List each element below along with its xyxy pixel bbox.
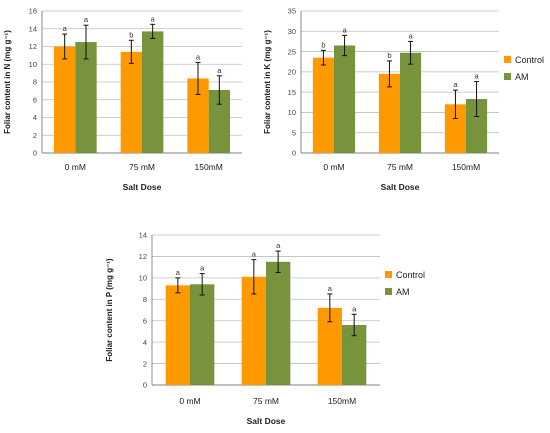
chart-k-category-label: 75 mM [387, 162, 413, 172]
chart-p-bar-am [190, 284, 215, 385]
chart-k-legend-label-control: Control [515, 55, 544, 65]
chart-k-significance-letter: b [321, 40, 325, 49]
chart-p-y-tick-label: 14 [139, 231, 147, 240]
chart-n-y-tick-label: 6 [33, 95, 37, 104]
chart-p-legend-label-am: AM [396, 287, 410, 297]
chart-k-y-tick-label: 5 [292, 128, 296, 137]
chart-n-y-tick-label: 0 [33, 149, 37, 158]
chart-p-bar-control [165, 285, 190, 385]
chart-n-significance-letter: a [196, 52, 201, 61]
chart-k-bar-control [378, 73, 400, 153]
chart-p-x-axis-title: Salt Dose [247, 416, 286, 426]
chart-n-y-tick-label: 8 [33, 78, 37, 87]
chart-p-y-tick-label: 6 [143, 316, 147, 325]
chart-k-y-tick-label: 25 [288, 47, 296, 56]
chart-k-y-tick-label: 10 [288, 108, 296, 117]
chart-p-significance-letter: a [200, 264, 205, 273]
chart-p-y-tick-label: 0 [143, 381, 147, 390]
chart-k-x-axis-title: Salt Dose [381, 182, 420, 192]
chart-k-legend-swatch-am [504, 73, 511, 80]
chart-k-bar-am [400, 52, 422, 153]
chart-n-bar-control [54, 46, 76, 153]
chart-k-significance-letter: a [342, 25, 347, 34]
chart-n-category-label: 75 mM [129, 162, 155, 172]
chart-p-y-tick-label: 4 [143, 338, 147, 347]
chart-p-legend-swatch-control [385, 271, 392, 278]
chart-k-y-tick-label: 30 [288, 27, 296, 36]
chart-k-legend-label-am: AM [515, 72, 529, 82]
chart-n-significance-letter: a [151, 14, 156, 23]
chart-p-legend-swatch-am [385, 288, 392, 295]
chart-k-category-label: 150mM [452, 162, 480, 172]
chart-k-y-tick-label: 15 [288, 88, 296, 97]
chart-k-bar-control [312, 57, 334, 153]
chart-k-category-label: 0 mM [323, 162, 344, 172]
chart-n-y-tick-label: 4 [33, 113, 37, 122]
chart-k-bar-control [444, 104, 466, 153]
chart-k-y-axis-title: Foliar content in K (mg g⁻¹) [263, 30, 272, 134]
chart-p-y-tick-label: 2 [143, 359, 147, 368]
chart-p-y-tick-label: 12 [139, 252, 147, 261]
chart-n-y-axis-title: Foliar content in N (mg g⁻¹) [3, 30, 12, 134]
chart-p-y-tick-label: 8 [143, 295, 147, 304]
chart-n-bar-control [187, 78, 209, 153]
chart-n-significance-letter: a [84, 15, 89, 24]
chart-p-bar-control [241, 276, 266, 385]
chart-p-significance-letter: a [352, 304, 357, 313]
chart-n-y-tick-label: 12 [29, 42, 37, 51]
chart-k-significance-letter: a [408, 31, 413, 40]
chart-n-category-label: 150mM [194, 162, 222, 172]
chart-n-significance-letter: a [63, 24, 68, 33]
chart-n-bar-am [142, 31, 164, 154]
chart-n-x-axis-title: Salt Dose [123, 182, 162, 192]
chart-k-legend-swatch-control [504, 56, 511, 63]
chart-p-significance-letter: a [176, 268, 181, 277]
chart-p-y-axis-title: Foliar content in P (mg g⁻¹) [105, 258, 114, 362]
chart-k-content: 0 5 10 15 20 25 30 35 b a 0 mM b a 75 mM a a 150mM Salt D… [263, 7, 544, 192]
chart-p-significance-letter: a [276, 241, 281, 250]
chart-p-y-tick-label: 10 [139, 274, 147, 283]
chart-n-content: 0 2 4 6 8 10 12 14 16 a a 0 mM b a 75 mM a a 150mM Salt Do… [3, 7, 242, 192]
chart-n-y-tick-label: 10 [29, 60, 37, 69]
chart-k-y-tick-label: 20 [288, 68, 296, 77]
chart-p-bar-am [266, 261, 291, 385]
chart-k-significance-letter: b [387, 51, 391, 60]
chart-n-bar-control [120, 51, 142, 154]
chart-p-category-label: 75 mM [253, 396, 279, 406]
chart-n-category-label: 0 mM [65, 162, 86, 172]
chart-p-significance-letter: a [252, 250, 257, 259]
chart-p-category-label: 150mM [328, 396, 356, 406]
chart-k-y-tick-label: 35 [288, 7, 296, 16]
chart-k-significance-letter: a [474, 72, 479, 81]
chart-n-y-tick-label: 16 [29, 7, 37, 16]
chart-n-bar-am [208, 89, 230, 153]
chart-p-category-label: 0 mM [179, 396, 200, 406]
chart-n-bar-am [75, 42, 97, 153]
chart-p-significance-letter: a [328, 284, 333, 293]
chart-k-bar-am [466, 99, 488, 153]
chart-n-y-tick-label: 2 [33, 131, 37, 140]
chart-p-content: 0 2 4 6 8 10 12 14 a a 0 mM a a 75 mM a a 150mM Salt Dose… [105, 231, 425, 426]
chart-n-significance-letter: b [129, 30, 133, 39]
chart-k-y-tick-label: 0 [292, 149, 296, 158]
chart-k-significance-letter: a [453, 80, 458, 89]
chart-n-significance-letter: a [217, 66, 222, 75]
chart-k-bar-am [334, 45, 356, 153]
chart-n-y-tick-label: 14 [29, 24, 37, 33]
chart-p-legend-label-control: Control [396, 270, 425, 280]
